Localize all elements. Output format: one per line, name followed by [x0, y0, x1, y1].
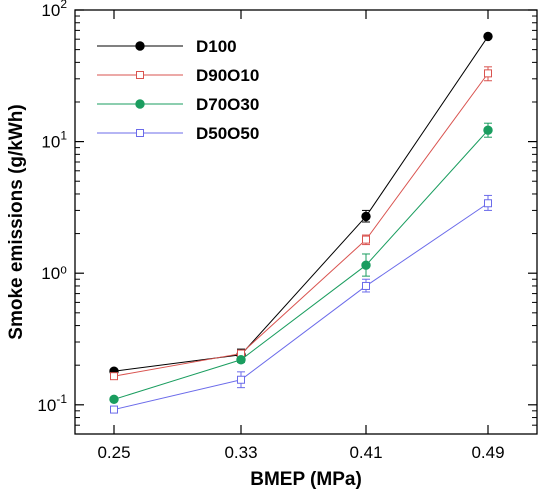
- data-point: [484, 199, 492, 208]
- legend-label: D90O10: [196, 66, 259, 85]
- data-point: [362, 235, 370, 244]
- legend-marker: [136, 71, 144, 79]
- legend-marker: [136, 129, 144, 137]
- data-point: [483, 31, 493, 42]
- y-tick-label: 102: [41, 0, 67, 20]
- y-tick-label: 10-1: [37, 392, 67, 415]
- series-line: [113, 202, 489, 411]
- data-point: [361, 211, 371, 222]
- legend: D100 D90O10 D70O30 D50O50: [97, 37, 259, 143]
- data-point: [362, 281, 370, 290]
- data-point: [109, 394, 119, 405]
- legend-marker: [135, 41, 145, 51]
- legend-label: D70O30: [196, 95, 259, 114]
- x-tick-label: 0.25: [97, 443, 130, 462]
- legend-entry-d100: D100: [97, 37, 237, 56]
- plot-area-frame: [74, 9, 538, 435]
- x-axis-title: BMEP (MPa): [250, 469, 362, 490]
- x-tick-label: 0.33: [224, 443, 257, 462]
- data-point: [236, 355, 246, 365]
- axis-ticks: [75, 9, 537, 435]
- legend-entry-d50o50: D50O50: [97, 124, 259, 143]
- series-line: [113, 129, 489, 400]
- legend-marker: [135, 99, 145, 109]
- series-line: [113, 36, 489, 372]
- series-line: [113, 73, 489, 377]
- data-point: [361, 260, 371, 270]
- data-point: [110, 372, 118, 381]
- data-point: [483, 125, 493, 135]
- data-series: [109, 31, 493, 414]
- series-d70o30: [109, 122, 493, 405]
- legend-label: D100: [196, 37, 237, 56]
- legend-entry-d90o10: D90O10: [97, 66, 259, 85]
- x-tick-label: 0.49: [471, 443, 504, 462]
- y-tick-label: 10⁰: [41, 264, 67, 283]
- x-tick-label: 0.41: [349, 443, 382, 462]
- series-d50o50: [110, 194, 492, 414]
- data-point: [110, 405, 118, 414]
- x-tick-labels: 0.25 0.33 0.41 0.49: [97, 443, 504, 462]
- y-tick-labels: 10-1 10⁰ 101 102: [37, 0, 67, 415]
- y-tick-label: 101: [41, 129, 67, 152]
- y-axis-title: Smoke emissions (g/kWh): [6, 104, 27, 339]
- legend-label: D50O50: [196, 124, 259, 143]
- series-d90o10: [110, 66, 492, 381]
- data-point: [237, 375, 245, 384]
- legend-entry-d70o30: D70O30: [97, 95, 259, 114]
- data-point: [484, 69, 492, 78]
